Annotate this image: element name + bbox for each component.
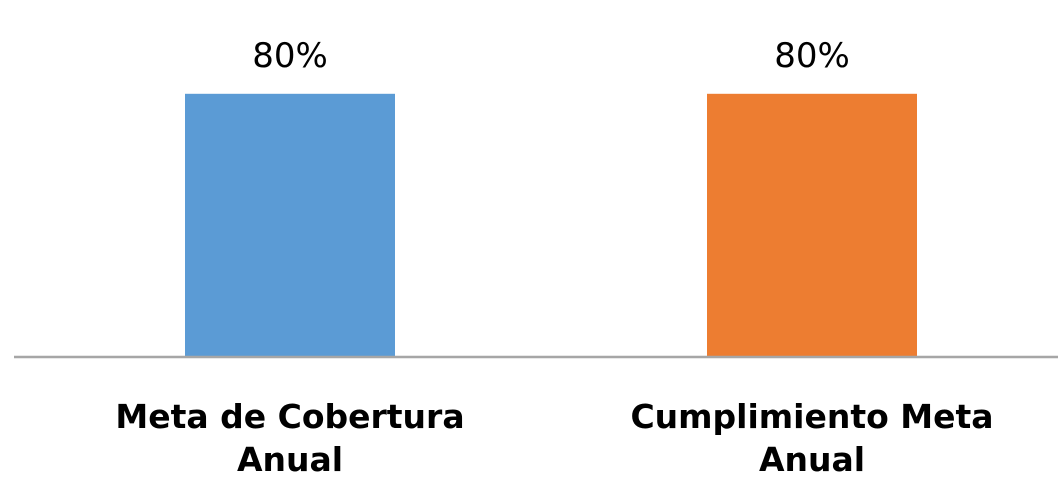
data-label-2: 80%	[774, 36, 850, 76]
category-label-1-line-2: Anual	[237, 440, 343, 479]
data-label-1: 80%	[252, 36, 328, 76]
bars-layer	[185, 93, 917, 358]
category-label-2-line-2: Anual	[759, 440, 865, 479]
category-label-2-line-1: Cumplimiento Meta	[630, 397, 993, 436]
labels-layer: 80% Meta de Cobertura Anual 80% Cumplimiento…	[115, 36, 993, 479]
category-label-1-line-1: Meta de Cobertura	[115, 397, 464, 436]
bar-2	[707, 93, 917, 358]
bar-1	[185, 93, 395, 358]
